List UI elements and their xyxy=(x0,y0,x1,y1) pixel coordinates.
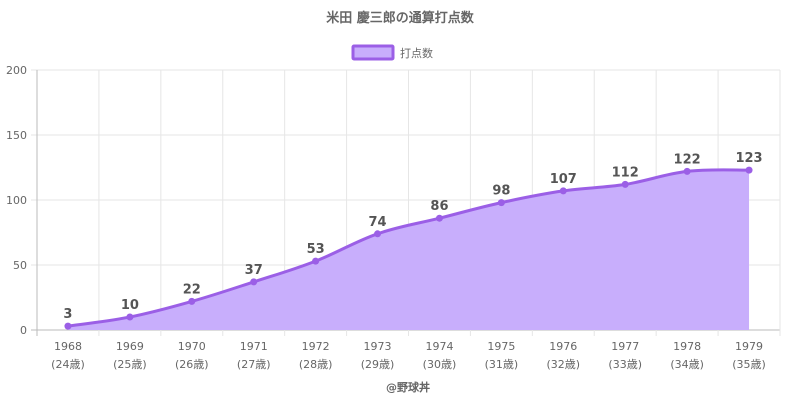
data-point xyxy=(188,297,196,305)
data-label: 122 xyxy=(674,152,701,167)
y-tick-label: 200 xyxy=(6,64,27,77)
data-label: 107 xyxy=(550,172,577,187)
x-tick-year: 1979 xyxy=(735,340,763,353)
series-layer xyxy=(64,166,753,330)
chart-title: 米田 慶三郎の通算打点数 xyxy=(326,10,475,26)
x-tick-year: 1977 xyxy=(611,340,639,353)
x-axis: 1968 (24歳) 1969 (25歳) 1970 (26歳) 1971 (27歳) 1972… xyxy=(51,340,766,371)
data-point xyxy=(250,278,258,286)
x-tick-age: (33歳) xyxy=(608,358,642,371)
data-label: 98 xyxy=(492,184,510,199)
x-tick-year: 1976 xyxy=(549,340,577,353)
x-tick-year: 1974 xyxy=(425,340,453,353)
x-tick-age: (35歳) xyxy=(732,358,766,371)
data-label: 86 xyxy=(430,199,448,214)
data-point xyxy=(126,313,134,321)
data-label: 22 xyxy=(183,282,201,297)
x-tick-year: 1975 xyxy=(487,340,515,353)
data-label: 74 xyxy=(368,215,386,230)
x-tick-year: 1969 xyxy=(116,340,144,353)
data-point xyxy=(64,322,72,330)
x-tick-age: (30歳) xyxy=(423,358,457,371)
y-tick-label: 100 xyxy=(6,194,27,207)
legend-swatch xyxy=(351,44,395,61)
legend-label: 打点数 xyxy=(400,46,433,60)
data-point xyxy=(497,199,505,207)
data-label: 3 xyxy=(63,307,72,322)
data-point xyxy=(621,180,629,188)
x-tick-year: 1978 xyxy=(673,340,701,353)
data-point xyxy=(683,167,691,175)
y-tick-label: 150 xyxy=(6,129,27,142)
x-tick-year: 1968 xyxy=(54,340,82,353)
x-tick-age: (25歳) xyxy=(113,358,147,371)
x-tick-age: (31歳) xyxy=(485,358,519,371)
data-point xyxy=(559,187,567,195)
data-point xyxy=(435,214,443,222)
x-tick-year: 1970 xyxy=(178,340,206,353)
data-point xyxy=(374,230,382,238)
x-tick-age: (26歳) xyxy=(175,358,209,371)
x-tick-age: (34歳) xyxy=(670,358,704,371)
data-label: 112 xyxy=(612,165,639,180)
y-tick-label: 0 xyxy=(20,324,27,337)
data-label: 37 xyxy=(245,263,263,278)
data-label: 123 xyxy=(735,151,762,166)
x-tick-age: (28歳) xyxy=(299,358,333,371)
credit-text: @野球丼 xyxy=(386,380,430,394)
series-area xyxy=(67,169,750,330)
data-label: 10 xyxy=(121,298,139,313)
data-label: 53 xyxy=(307,242,325,257)
x-tick-age: (24歳) xyxy=(51,358,85,371)
x-tick-year: 1971 xyxy=(240,340,268,353)
x-tick-age: (32歳) xyxy=(546,358,580,371)
data-point xyxy=(745,166,753,174)
x-tick-age: (29歳) xyxy=(361,358,395,371)
x-tick-year: 1972 xyxy=(302,340,330,353)
y-axis: 0 50 100 150 200 xyxy=(6,64,27,337)
y-tick-label: 50 xyxy=(13,259,27,272)
data-labels: 3 10 22 37 53 74 86 98 107 112 122 123 xyxy=(63,151,762,322)
legend[interactable]: 打点数 xyxy=(351,44,433,61)
x-tick-year: 1973 xyxy=(364,340,392,353)
x-tick-age: (27歳) xyxy=(237,358,271,371)
data-point xyxy=(312,257,320,265)
